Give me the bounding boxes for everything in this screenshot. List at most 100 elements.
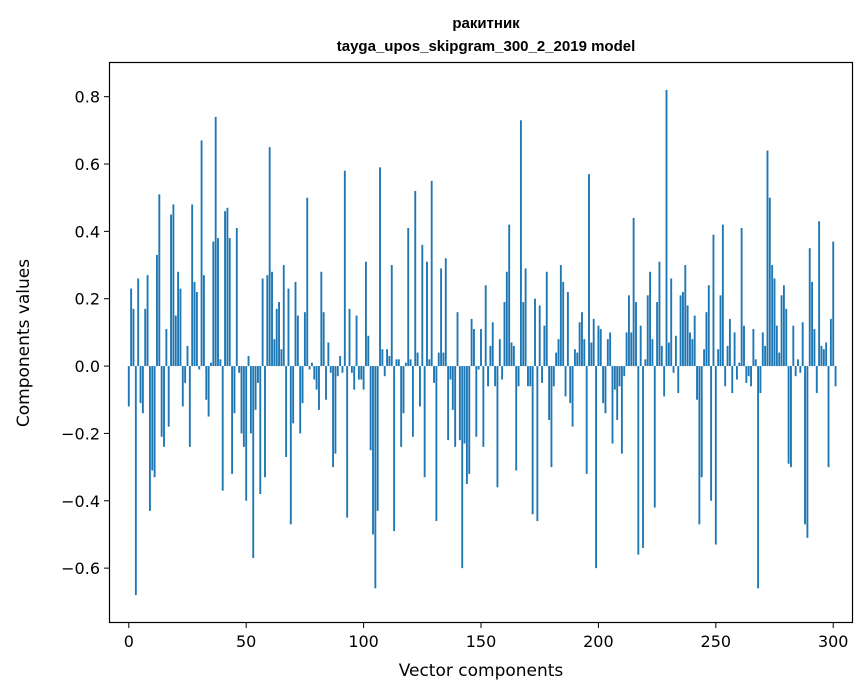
bar xyxy=(334,366,337,454)
bar xyxy=(440,268,443,367)
plot-frame xyxy=(108,61,854,624)
bar xyxy=(775,325,778,367)
bar xyxy=(670,278,673,367)
bar xyxy=(148,366,151,511)
bar xyxy=(745,366,748,383)
y-tick-label: 0.0 xyxy=(75,357,100,376)
bar xyxy=(226,207,229,367)
bar xyxy=(750,366,752,387)
bar xyxy=(461,366,464,569)
bar xyxy=(320,271,323,367)
bar xyxy=(402,366,405,414)
bar xyxy=(273,339,276,367)
bar xyxy=(221,366,224,491)
bar xyxy=(449,366,452,380)
bar xyxy=(815,366,818,394)
bar xyxy=(494,366,497,387)
bar xyxy=(738,362,741,367)
bar xyxy=(280,349,283,367)
bar xyxy=(590,342,593,367)
bar xyxy=(552,366,555,387)
bar xyxy=(611,366,614,444)
bar xyxy=(487,366,489,387)
bar xyxy=(635,302,637,367)
bar xyxy=(627,295,630,367)
bar xyxy=(141,366,144,414)
bar xyxy=(618,366,621,387)
bar xyxy=(684,265,687,367)
bar xyxy=(374,366,377,589)
bar xyxy=(426,261,428,367)
bar xyxy=(376,366,379,511)
bar xyxy=(306,197,309,367)
bar xyxy=(188,366,191,447)
bar xyxy=(200,140,203,367)
bar xyxy=(766,150,769,367)
bar xyxy=(247,355,250,367)
bar xyxy=(367,335,370,367)
bar xyxy=(214,116,217,367)
bar xyxy=(332,366,335,468)
bar xyxy=(414,190,417,367)
bar xyxy=(266,275,269,367)
bar xyxy=(505,271,508,367)
bar xyxy=(822,349,825,367)
bars-group xyxy=(127,89,837,596)
y-tick-label: 0.8 xyxy=(75,88,100,107)
bar xyxy=(686,305,689,367)
bar xyxy=(383,366,386,377)
bar xyxy=(604,366,607,414)
bar xyxy=(388,355,391,367)
bar xyxy=(198,366,201,370)
bar xyxy=(785,308,788,367)
bar xyxy=(193,281,196,367)
bar xyxy=(808,248,811,367)
bar xyxy=(404,362,407,367)
bar xyxy=(454,366,457,447)
bar xyxy=(240,366,243,434)
bar xyxy=(733,332,736,367)
bar xyxy=(210,362,212,367)
bar xyxy=(381,349,384,367)
bar xyxy=(275,308,278,367)
bar xyxy=(353,366,356,390)
bar xyxy=(360,366,363,380)
bar xyxy=(700,366,703,478)
bar xyxy=(562,281,565,367)
bar xyxy=(510,342,513,367)
bar xyxy=(390,265,393,367)
x-tick-label: 0 xyxy=(124,632,134,651)
bar xyxy=(660,345,663,367)
bar xyxy=(705,312,708,367)
bar xyxy=(625,332,628,367)
y-axis-label: Components values xyxy=(14,259,34,427)
bar xyxy=(644,359,647,367)
bar xyxy=(315,366,318,390)
bar xyxy=(597,325,600,367)
bar xyxy=(682,291,684,367)
bar xyxy=(557,339,560,367)
bar xyxy=(184,366,187,383)
bar xyxy=(235,228,238,367)
bar xyxy=(217,238,219,367)
bar xyxy=(710,366,713,501)
bar xyxy=(341,366,344,373)
x-tick-label: 300 xyxy=(818,632,849,651)
bar xyxy=(428,359,431,367)
bar xyxy=(811,281,814,367)
y-tick-label: −0.6 xyxy=(61,559,100,578)
bar xyxy=(620,366,623,454)
bar xyxy=(790,366,792,468)
bar xyxy=(759,366,762,394)
bar xyxy=(451,366,454,410)
bar xyxy=(254,366,257,410)
bar xyxy=(346,366,349,518)
bar xyxy=(571,366,574,427)
chart-subtitle: tayga_upos_skipgram_300_2_2019 model xyxy=(337,38,636,55)
bar xyxy=(564,366,567,397)
bar xyxy=(637,366,640,555)
bar xyxy=(318,366,320,410)
bar xyxy=(581,312,583,367)
bar xyxy=(595,366,597,569)
bar xyxy=(522,302,525,367)
